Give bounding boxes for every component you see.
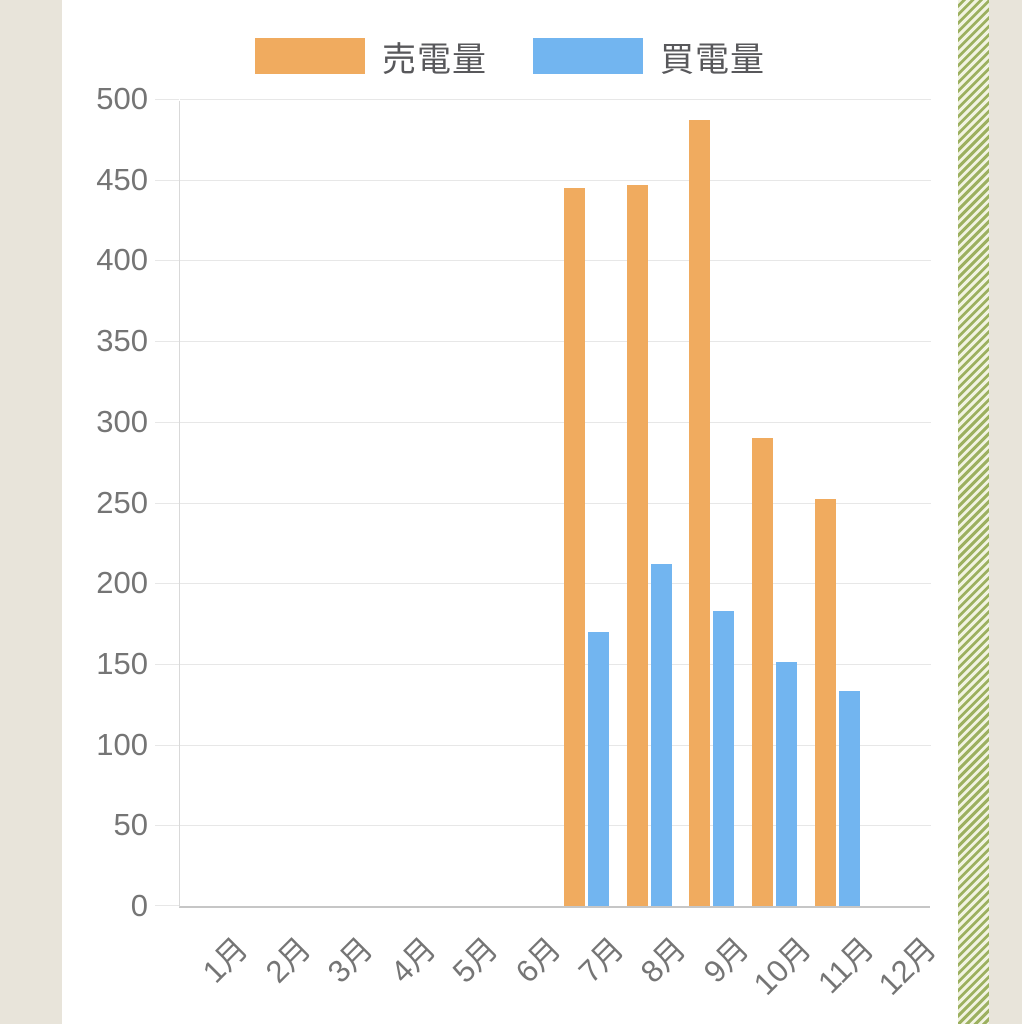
- x-tick-label-2月: 2月: [258, 930, 318, 990]
- gridline-horizontal: [180, 179, 931, 181]
- y-tick-label: 250: [96, 484, 148, 520]
- bar-買電量-9月[interactable]: [713, 610, 735, 906]
- legend-item-売電量[interactable]: 売電量: [255, 32, 487, 81]
- x-tick-label-10月: 10月: [746, 930, 818, 1002]
- gridline-horizontal: [180, 583, 931, 585]
- x-tick-label-12月: 12月: [872, 930, 944, 1002]
- x-tick-label-9月: 9月: [696, 930, 756, 990]
- y-tick-label: 350: [96, 323, 148, 359]
- bar-group-10月: [752, 437, 798, 906]
- x-tick-label-7月: 7月: [571, 930, 631, 990]
- y-tick-mark: [155, 663, 179, 665]
- plot-area: 0 50 100 150 200 250 300 350 400 450 500 1月 2月 3月 4月 5月…: [96, 81, 943, 1002]
- y-tick-mark: [155, 421, 179, 423]
- gridline-horizontal: [180, 663, 931, 665]
- x-tick-label-11月: 11月: [811, 930, 881, 1001]
- y-tick-label: 200: [96, 565, 148, 601]
- bar-買電量-11月[interactable]: [838, 691, 860, 906]
- gridline-horizontal: [180, 744, 931, 746]
- bar-group-8月: [626, 184, 672, 906]
- bar-売電量-8月[interactable]: [626, 184, 648, 906]
- gridline-horizontal: [180, 825, 931, 827]
- y-tick-label: 400: [96, 242, 148, 278]
- legend-item-買電量[interactable]: 買電量: [533, 32, 765, 81]
- striped-border-decoration: [958, 0, 989, 1024]
- gridline-horizontal: [180, 260, 931, 262]
- x-tick-label-6月: 6月: [508, 930, 568, 990]
- bar-group-11月: [814, 499, 860, 906]
- bar-買電量-10月[interactable]: [776, 662, 798, 906]
- gridline-horizontal: [180, 99, 931, 100]
- legend-label: 売電量: [382, 40, 487, 79]
- y-tick-label: 500: [96, 81, 148, 116]
- bar-買電量-7月[interactable]: [588, 631, 610, 906]
- x-tick-label-4月: 4月: [383, 930, 443, 990]
- x-tick-label-5月: 5月: [446, 930, 506, 990]
- gridline-horizontal: [180, 421, 931, 423]
- gridline-horizontal: [180, 341, 931, 343]
- y-tick-label: 300: [96, 403, 148, 439]
- bar-売電量-9月[interactable]: [689, 119, 711, 906]
- y-tick-label: 50: [113, 807, 148, 843]
- bar-group-7月: [564, 187, 610, 906]
- left-margin-strip: [0, 0, 62, 1024]
- bar-売電量-10月[interactable]: [752, 437, 774, 906]
- y-tick-mark: [155, 744, 179, 746]
- chart-legend: 売電量 買電量: [62, 32, 958, 81]
- bar-売電量-7月[interactable]: [564, 187, 586, 906]
- y-tick-mark: [155, 583, 179, 585]
- y-tick-mark: [155, 260, 179, 262]
- chart-canvas: 売電量 買電量 0 50 100 150 200 250 300 350 400 450 500 1月 2…: [62, 0, 958, 1024]
- bar-買電量-8月[interactable]: [650, 563, 672, 906]
- legend-label: 買電量: [660, 40, 765, 79]
- right-margin-strip: [989, 0, 1022, 1024]
- y-tick-label: 100: [96, 726, 148, 762]
- legend-swatch-icon: [533, 38, 643, 74]
- y-tick-label: 0: [130, 888, 148, 923]
- y-tick-label: 150: [96, 645, 148, 681]
- gridline-horizontal: [180, 502, 931, 504]
- legend-swatch-icon: [255, 38, 365, 74]
- y-tick-label: 450: [96, 161, 148, 197]
- y-tick-mark: [155, 825, 179, 827]
- bar-売電量-11月[interactable]: [814, 499, 836, 906]
- y-tick-mark: [155, 341, 179, 343]
- y-tick-mark: [155, 502, 179, 504]
- bar-group-9月: [689, 119, 735, 906]
- x-tick-label-1月: 1月: [195, 930, 255, 990]
- x-tick-label-3月: 3月: [321, 930, 380, 990]
- y-tick-mark: [155, 99, 179, 100]
- y-tick-mark: [155, 905, 179, 906]
- x-tick-label-8月: 8月: [633, 930, 693, 990]
- y-tick-mark: [155, 179, 179, 181]
